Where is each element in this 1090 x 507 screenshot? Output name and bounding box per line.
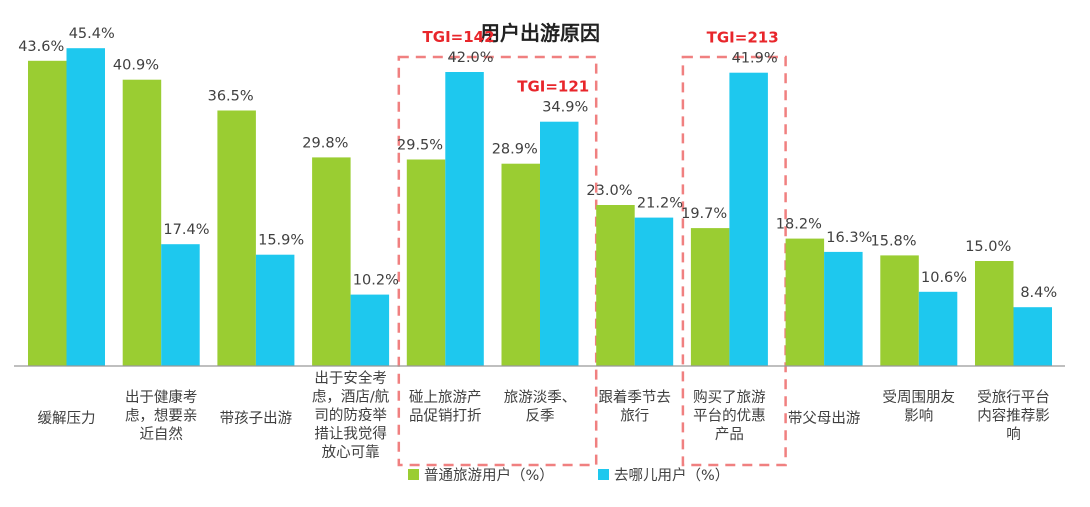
- bar-qunar-9: [918, 291, 958, 366]
- bar-regular-3: [312, 157, 351, 366]
- category-label-line: 旅游淡季、: [504, 389, 577, 406]
- category-label-line: 受周围朋友: [883, 389, 956, 406]
- category-label-line: 碰上旅游产: [409, 389, 482, 406]
- category-label-line: 受旅行平台: [977, 389, 1050, 406]
- data-label-regular-10: 15.0%: [965, 239, 1011, 255]
- data-label-qunar-2: 15.9%: [258, 233, 304, 249]
- bar-qunar-1: [161, 244, 200, 366]
- data-label-qunar-10: 8.4%: [1020, 285, 1057, 301]
- data-label-qunar-8: 16.3%: [826, 230, 872, 246]
- category-label-8: 带父母出游: [788, 410, 861, 427]
- category-label-line: 产品: [715, 426, 744, 443]
- bar-regular-1: [122, 79, 162, 366]
- category-label-line: 跟着季节去: [598, 389, 671, 406]
- data-label-regular-4: 29.5%: [397, 138, 443, 154]
- bar-regular-0: [28, 60, 67, 367]
- bar-regular-9: [880, 255, 919, 366]
- category-label-9: 受周围朋友影响: [883, 389, 956, 425]
- data-label-qunar-0: 45.4%: [69, 26, 115, 42]
- bar-regular-2: [217, 110, 256, 366]
- data-label-regular-0: 43.6%: [18, 39, 64, 55]
- category-label-line: 反季: [526, 408, 555, 425]
- bar-qunar-7: [729, 72, 768, 366]
- bar-qunar-10: [1013, 307, 1052, 366]
- category-label-line: 响: [1006, 426, 1021, 443]
- data-label-qunar-3: 10.2%: [353, 273, 399, 289]
- category-label-line: 虑，酒店/航: [312, 389, 390, 406]
- category-label-line: 措让我觉得: [314, 426, 387, 443]
- category-label-6: 跟着季节去旅行: [598, 389, 671, 425]
- category-label-10: 受旅行平台内容推荐影响: [977, 389, 1050, 443]
- data-label-regular-9: 15.8%: [871, 233, 917, 249]
- category-label-5: 旅游淡季、反季: [504, 389, 577, 425]
- bar-qunar-6: [634, 217, 674, 366]
- bar-regular-6: [596, 205, 635, 366]
- category-label-line: 出于安全考: [314, 369, 387, 387]
- category-label-line: 品促销打折: [409, 408, 482, 425]
- legend-swatch-regular: [408, 469, 419, 480]
- category-label-line: 近自然: [139, 426, 183, 443]
- bar-qunar-2: [255, 254, 295, 366]
- category-label-line: 平台的优惠: [693, 408, 766, 425]
- category-label-line: 出于健康考: [125, 389, 198, 406]
- category-label-2: 带孩子出游: [220, 410, 293, 427]
- data-label-regular-2: 36.5%: [208, 89, 254, 105]
- legend-swatch-qunar: [598, 469, 609, 480]
- category-label-line: 虑，想要亲: [125, 408, 198, 425]
- data-label-qunar-7: 41.9%: [732, 51, 778, 67]
- highlight-box-0: [397, 55, 598, 467]
- bar-qunar-0: [66, 48, 105, 366]
- data-label-qunar-9: 10.6%: [921, 270, 967, 286]
- bar-qunar-3: [350, 294, 390, 366]
- category-label-line: 影响: [904, 408, 933, 425]
- category-label-line: 旅行: [620, 408, 649, 425]
- bar-regular-10: [975, 261, 1014, 366]
- category-label-7: 购买了旅游平台的优惠产品: [693, 389, 766, 443]
- legend-label-qunar: 去哪儿用户（%）: [614, 467, 729, 484]
- category-label-1: 出于健康考虑，想要亲近自然: [125, 389, 198, 443]
- category-label-line: 带孩子出游: [220, 410, 293, 427]
- data-label-regular-7: 19.7%: [681, 206, 727, 222]
- legend-label-regular: 普通旅游用户（%）: [424, 467, 554, 484]
- bar-qunar-8: [824, 251, 863, 366]
- bar-qunar-4: [445, 72, 484, 366]
- bar-qunar-5: [540, 121, 579, 366]
- category-label-line: 缓解压力: [38, 410, 96, 427]
- bar-regular-4: [406, 159, 446, 366]
- tgi-annotation-0: TGI=142: [423, 28, 495, 46]
- bar-regular-5: [501, 163, 540, 366]
- chart-title: 用户出游原因: [480, 21, 600, 45]
- bar-regular-8: [785, 238, 825, 366]
- category-label-line: 放心可靠: [322, 444, 380, 461]
- tgi-annotation-2: TGI=213: [707, 29, 779, 47]
- category-label-line: 带父母出游: [788, 410, 861, 427]
- category-label-line: 购买了旅游: [693, 389, 766, 406]
- category-label-4: 碰上旅游产品促销打折: [409, 389, 482, 425]
- data-label-qunar-4: 42.0%: [448, 50, 494, 66]
- data-label-regular-5: 28.9%: [492, 142, 538, 158]
- data-label-regular-8: 18.2%: [776, 217, 822, 233]
- category-label-3: 出于安全考虑，酒店/航司的防疫举措让我觉得放心可靠: [312, 369, 390, 461]
- data-label-qunar-1: 17.4%: [163, 222, 209, 238]
- category-label-line: 司的防疫举: [314, 407, 387, 424]
- data-label-regular-6: 23.0%: [586, 183, 632, 199]
- category-label-0: 缓解压力: [38, 410, 96, 427]
- bar-regular-7: [690, 228, 730, 366]
- data-label-qunar-5: 34.9%: [542, 100, 588, 116]
- tgi-annotation-1: TGI=121: [517, 78, 589, 96]
- data-label-regular-1: 40.9%: [113, 58, 159, 74]
- category-label-line: 内容推荐影: [977, 408, 1050, 425]
- data-label-regular-3: 29.8%: [302, 135, 348, 151]
- data-label-qunar-6: 21.2%: [637, 196, 683, 212]
